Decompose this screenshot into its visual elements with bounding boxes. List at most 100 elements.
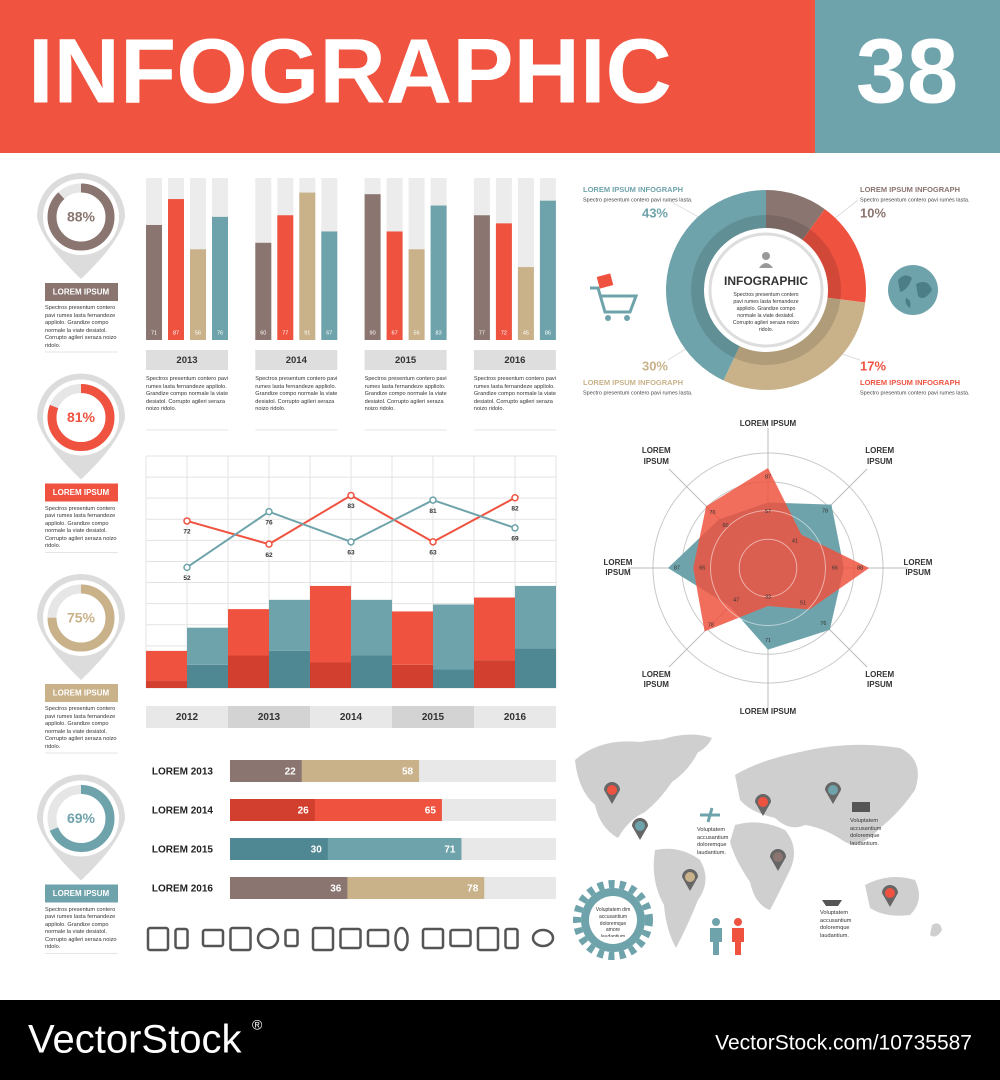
- bar-segment: [474, 597, 515, 661]
- year-bg: [473, 350, 556, 370]
- radar-axis-label-box: LOREM IPSUM: [604, 558, 633, 577]
- footer-mark: ®: [252, 1017, 263, 1033]
- bar: [430, 205, 447, 340]
- bar-value: 71: [151, 330, 157, 336]
- radar-axis-label: LOREM IPSUM: [641, 669, 671, 690]
- radar-value: 41: [792, 538, 798, 544]
- gauge-text-box: Spectros presentum contero pavi rumes la…: [45, 706, 117, 750]
- year-label: 2014: [286, 355, 308, 366]
- header-title: INFOGRAPHIC: [28, 20, 672, 122]
- point-label: 83: [347, 503, 355, 510]
- x-tick-label: 2016: [504, 712, 527, 723]
- footer-url: VectorStock.com/10735587: [715, 1032, 972, 1055]
- radar-axis-label-box: LOREM IPSUM: [641, 669, 671, 690]
- point-label: 69: [511, 536, 519, 543]
- bar-value: 78: [467, 884, 479, 895]
- bar-value: 56: [195, 330, 201, 336]
- bar-category: LOREM 2014: [152, 806, 214, 817]
- donut-text: Spectro presentum contero pavi rumes las…: [860, 197, 970, 203]
- footer-band: [0, 1000, 1000, 1080]
- bar-segment: [351, 599, 392, 656]
- bar-segment: [433, 604, 474, 670]
- map-pin-dot: [635, 821, 645, 831]
- bar-value: 26: [298, 806, 310, 817]
- bar-value: 22: [285, 767, 297, 778]
- device-icon: [421, 927, 445, 950]
- column-text: Spectros presentum contero pavi rumes la…: [364, 376, 447, 413]
- gauge-label-bg: [45, 684, 118, 702]
- donut-title: INFOGRAPHIC: [724, 274, 808, 288]
- point-label: 63: [347, 550, 355, 557]
- year-label: 2013: [176, 355, 197, 366]
- person-head: [734, 918, 742, 926]
- radar-axis-label: LOREM IPSUM: [865, 446, 895, 466]
- point-label: 82: [511, 505, 519, 512]
- radar-value: 71: [765, 638, 771, 644]
- map-land: [735, 744, 918, 845]
- gauge-text-box: Spectros presentum contero pavi rumes la…: [45, 505, 117, 550]
- bar-category: LOREM 2013: [152, 767, 214, 778]
- gear-text-box: Voluptatem dim accusantium doloremque am…: [595, 907, 631, 937]
- bar: [473, 215, 490, 340]
- map-note: Voluptatem accusantium doloremque laudan…: [697, 827, 729, 856]
- year-label: 2015: [395, 355, 417, 366]
- radar-value: 76: [820, 621, 826, 627]
- bar-segment: [146, 681, 187, 688]
- gauge-text: Spectros presentum contero pavi rumes la…: [45, 505, 117, 550]
- bar-segment: [351, 655, 392, 688]
- map-note: Voluptatem accusantium doloremque laudan…: [850, 818, 882, 847]
- donut-label: LOREM IPSUM INFOGRAPH: [583, 378, 683, 387]
- donut-center-text-box: Spectros presentum contero pavi rumes la…: [733, 292, 799, 332]
- gear-teeth: [573, 880, 653, 960]
- map-pin-dot: [885, 888, 895, 898]
- bar: [230, 877, 348, 899]
- bar: [277, 215, 294, 340]
- bar-segment: [392, 664, 433, 688]
- device-icon: [504, 927, 519, 950]
- bar-segment: [228, 655, 269, 688]
- globe-land: [898, 275, 932, 308]
- map-note: Voluptatem accusantium doloremque laudan…: [820, 910, 852, 939]
- radar-value: 66: [832, 565, 838, 571]
- device-icon: [366, 928, 390, 948]
- bar-segment: [228, 609, 269, 656]
- radar-axis-label: LOREM IPSUM: [903, 558, 933, 578]
- bar: [168, 199, 184, 340]
- year-bg: [364, 350, 447, 370]
- bar-segment: [392, 611, 433, 665]
- gauge-label: LOREM IPSUM: [53, 889, 110, 898]
- radar-value: 57: [765, 509, 771, 515]
- gauge-text: Spectros presentum contero pavi rumes la…: [45, 906, 117, 951]
- line-point: [347, 538, 355, 546]
- radar-value: 76: [710, 510, 716, 516]
- donut-text: Spectro presentum contero pavi rumes las…: [583, 197, 693, 203]
- column-text-box: Spectros presentum contero pavi rumes la…: [364, 376, 447, 413]
- bar-segment: [515, 648, 556, 688]
- donut-slice: [766, 190, 825, 240]
- radar-ring: [710, 510, 826, 626]
- line-point: [347, 491, 355, 500]
- map-pin-dot: [607, 785, 617, 795]
- bar: [190, 249, 206, 340]
- bar-segment: [515, 585, 556, 649]
- person-head: [712, 918, 720, 926]
- bar: [539, 200, 556, 340]
- cart-wheel: [624, 315, 630, 321]
- x-tick-label: 2013: [258, 712, 281, 723]
- bar-value: 71: [444, 845, 456, 856]
- bar-segment: [310, 585, 351, 663]
- device-icon: [201, 928, 225, 948]
- person-body: [732, 928, 744, 955]
- line-point: [429, 538, 437, 546]
- bar-segment: [187, 627, 228, 665]
- bar-value: 45: [523, 330, 529, 336]
- donut-label: LOREM IPSUM INFOGRAPH: [860, 185, 960, 194]
- gear-text: Voluptatem dim accusantium doloremque am…: [595, 907, 631, 937]
- radar-value: 78: [822, 508, 828, 514]
- radar-value: 51: [800, 601, 806, 607]
- bar-category: LOREM 2016: [152, 884, 214, 895]
- point-label: 52: [183, 575, 191, 582]
- bar-value: 60: [260, 330, 266, 336]
- map-pin-dot: [758, 797, 768, 807]
- device-icon: [229, 926, 252, 952]
